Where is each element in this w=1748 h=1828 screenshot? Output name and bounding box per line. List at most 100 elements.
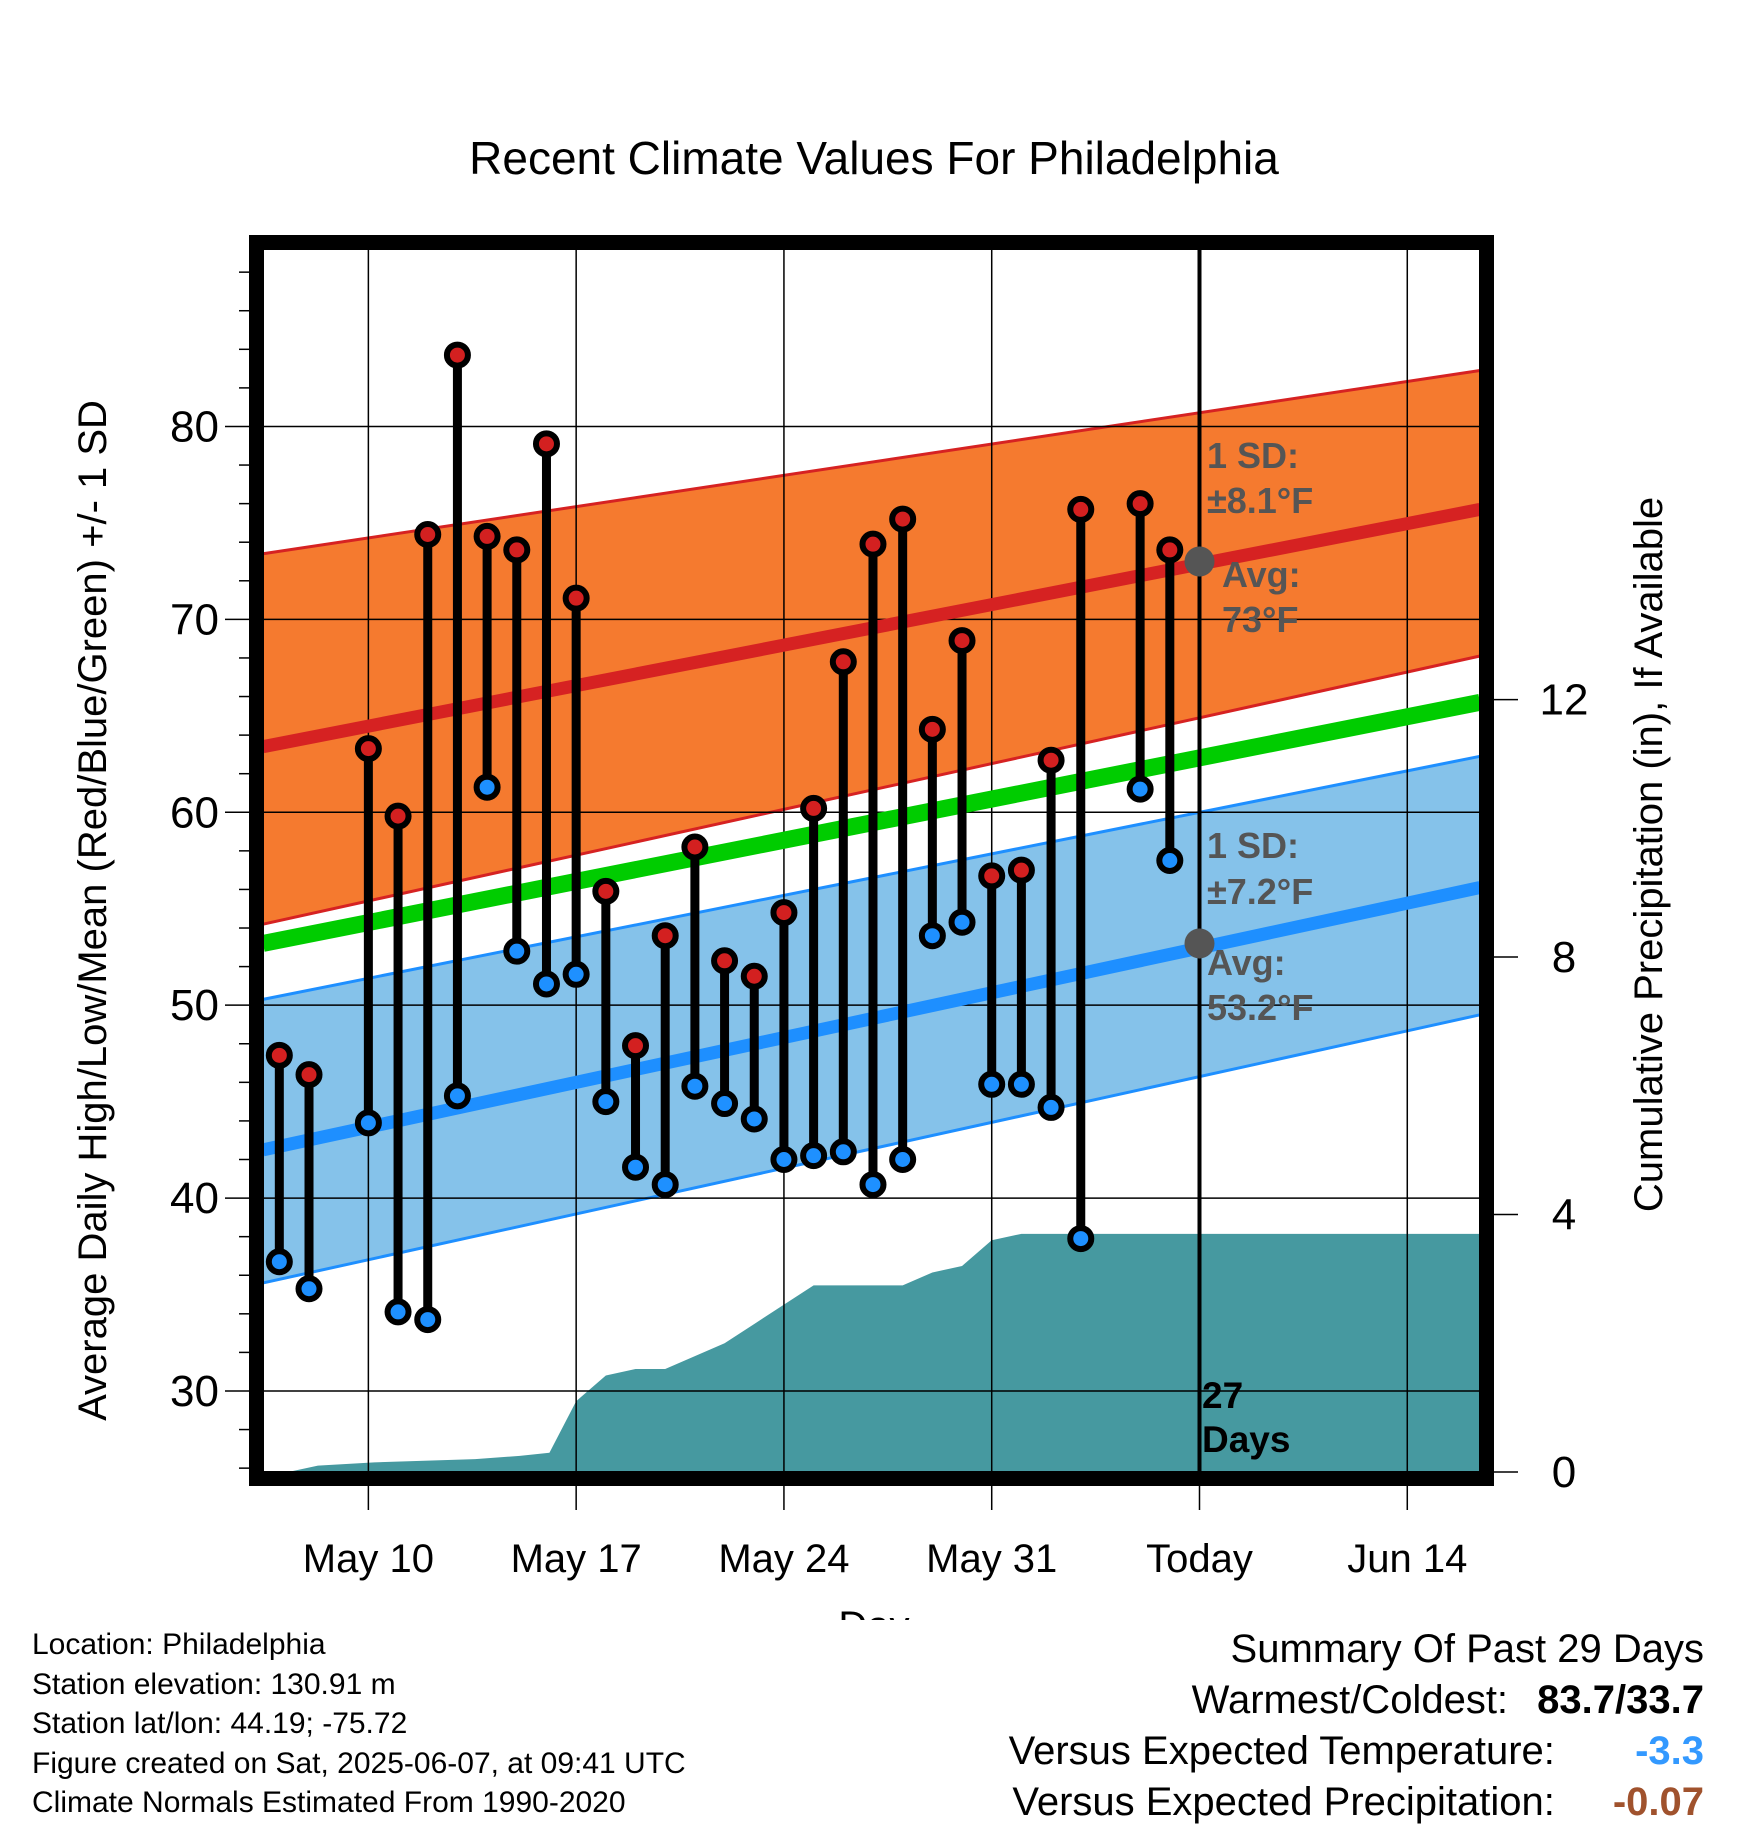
high-point <box>265 1041 293 1069</box>
high-point <box>859 530 887 558</box>
today-days-count: 27 <box>1202 1375 1243 1416</box>
created-text: Figure created on Sat, 2025-06-07, at 09… <box>32 1746 686 1780</box>
high-avg-label: Avg: <box>1222 554 1301 595</box>
today-days-label: Days <box>1202 1419 1290 1460</box>
low-point <box>889 1145 917 1173</box>
high-point <box>1156 536 1184 564</box>
high-point <box>622 1032 650 1060</box>
y-tick-label: 40 <box>170 1174 219 1223</box>
low-point <box>503 937 531 965</box>
y-right-tick-label: 12 <box>1540 676 1589 725</box>
climate-chart: Recent Climate Values For Philadelphia 3… <box>71 132 1671 1620</box>
high-point <box>948 627 976 655</box>
low-point <box>414 1306 442 1334</box>
x-tick-label: Today <box>1146 1537 1253 1581</box>
low-sd-value: ±7.2°F <box>1207 871 1313 912</box>
y-right-tick-label: 4 <box>1552 1191 1576 1240</box>
high-point <box>681 833 709 861</box>
high-point <box>770 899 798 927</box>
temp-row: Versus Expected Temperature: -3.3 <box>1009 1726 1704 1777</box>
low-point <box>1007 1070 1035 1098</box>
high-point <box>740 962 768 990</box>
high-point <box>1126 490 1154 518</box>
high-point <box>414 520 442 548</box>
y-tick-label: 30 <box>170 1367 219 1416</box>
low-point <box>295 1275 323 1303</box>
high-sd-value: ±8.1°F <box>1207 480 1313 521</box>
low-avg-label: Avg: <box>1207 942 1286 983</box>
x-axis-label: Day <box>838 1604 909 1620</box>
low-point <box>770 1145 798 1173</box>
high-point <box>473 522 501 550</box>
low-point <box>473 773 501 801</box>
y-tick-label: 50 <box>170 981 219 1030</box>
low-point <box>562 960 590 988</box>
avg-low-dot <box>1184 928 1215 959</box>
low-point <box>948 908 976 936</box>
high-point <box>978 862 1006 890</box>
latlon-text: Station lat/lon: 44.19; -75.72 <box>32 1707 408 1740</box>
low-point <box>1067 1225 1095 1253</box>
high-point <box>503 536 531 564</box>
low-point <box>1126 775 1154 803</box>
station-info: Location: Philadelphia Station elevation… <box>32 1625 686 1823</box>
high-point <box>443 341 471 369</box>
temp-value: -3.3 <box>1635 1729 1704 1773</box>
chart-title: Recent Climate Values For Philadelphia <box>469 132 1279 184</box>
y-tick-label: 70 <box>170 595 219 644</box>
low-point <box>859 1171 887 1199</box>
high-point <box>1067 495 1095 523</box>
high-point <box>651 922 679 950</box>
high-point <box>918 715 946 743</box>
x-tick-label: May 10 <box>303 1537 434 1581</box>
y-right-axis-label: Cumulative Precipitation (in), If Availa… <box>1627 497 1671 1212</box>
high-sd-label: 1 SD: <box>1207 435 1299 476</box>
low-sd-label: 1 SD: <box>1207 825 1299 866</box>
low-avg-value: 53.2°F <box>1207 987 1313 1028</box>
warm-cold-value: 83.7/33.7 <box>1537 1678 1704 1722</box>
x-tick-label: May 24 <box>718 1537 849 1581</box>
high-point <box>1037 746 1065 774</box>
low-point <box>1156 847 1184 874</box>
precip-area <box>263 1233 1480 1472</box>
warm-cold-label: Warmest/Coldest: <box>1191 1678 1509 1722</box>
high-point <box>592 877 620 905</box>
x-tick-label: Jun 14 <box>1347 1537 1467 1581</box>
precip-row: Versus Expected Precipitation: -0.07 <box>1009 1777 1704 1828</box>
high-point <box>354 735 382 763</box>
y-tick-label: 60 <box>170 788 219 837</box>
low-point <box>711 1090 739 1118</box>
low-point <box>978 1070 1006 1098</box>
plot-frame <box>249 235 1494 1486</box>
location-text: Location: Philadelphia <box>32 1628 326 1661</box>
low-point <box>918 922 946 950</box>
low-point <box>829 1138 857 1166</box>
low-point <box>592 1088 620 1116</box>
x-tick-label: May 17 <box>511 1537 642 1581</box>
high-point <box>384 802 412 830</box>
axes: 30 40 50 60 70 80 0 4 8 12 May 10 May 17 May 24 May 3… <box>71 271 1671 1620</box>
y-right-tick-label: 0 <box>1552 1448 1576 1497</box>
high-point <box>889 505 917 533</box>
high-band-upper-edge <box>262 369 1481 556</box>
low-point <box>651 1171 679 1199</box>
high-point <box>711 947 739 975</box>
observations <box>265 341 1184 1334</box>
y-right-tick-label: 8 <box>1552 933 1576 982</box>
high-point <box>800 794 828 822</box>
low-point <box>532 970 560 998</box>
high-point <box>295 1061 323 1089</box>
low-point <box>265 1248 293 1276</box>
plot-border <box>249 235 1494 1486</box>
summary-panel: Summary Of Past 29 Days Warmest/Coldest:… <box>1009 1624 1704 1828</box>
y-tick-label: 80 <box>170 402 219 451</box>
high-point <box>1007 856 1035 884</box>
low-point <box>622 1153 650 1181</box>
warm-cold-row: Warmest/Coldest: 83.7/33.7 <box>1009 1675 1704 1726</box>
high-point <box>829 648 857 676</box>
high-point <box>532 430 560 458</box>
low-point <box>384 1298 412 1326</box>
low-point <box>800 1142 828 1170</box>
precip-label: Versus Expected Precipitation: <box>1012 1780 1555 1824</box>
